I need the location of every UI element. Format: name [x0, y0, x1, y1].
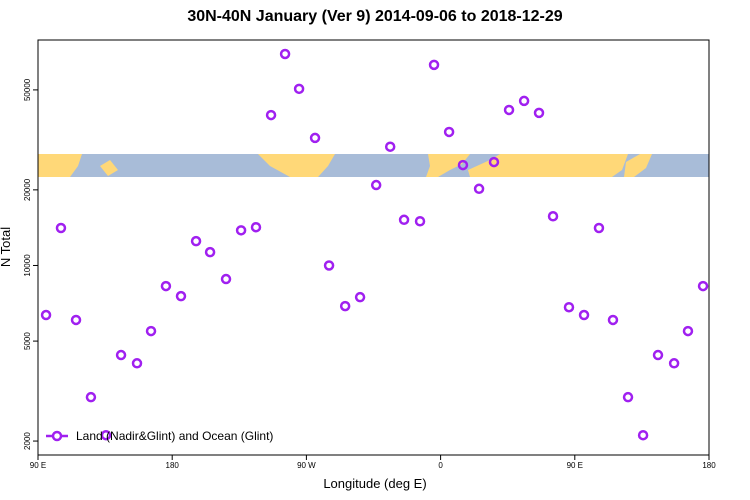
x-tick-label: 90 W	[297, 461, 316, 470]
point	[309, 132, 321, 144]
point	[428, 59, 440, 71]
point	[697, 280, 709, 292]
point	[473, 183, 485, 195]
point	[503, 104, 515, 116]
point	[370, 179, 382, 191]
point	[488, 156, 500, 168]
map-land	[468, 154, 628, 177]
x-tick-label: 90 E	[567, 461, 583, 470]
point	[220, 273, 232, 285]
map-strip	[38, 154, 709, 177]
point	[40, 309, 52, 321]
point	[652, 349, 664, 361]
map-land	[100, 160, 118, 176]
point	[563, 301, 575, 313]
point	[398, 214, 410, 226]
point	[637, 429, 649, 441]
point	[204, 246, 216, 258]
point	[55, 222, 67, 234]
y-tick-label: 20000	[23, 178, 32, 201]
x-tick-label: 180	[166, 461, 180, 470]
point	[279, 48, 291, 60]
point	[414, 215, 426, 227]
point	[131, 358, 143, 369]
map-land	[426, 154, 470, 177]
y-tick-label: 10000	[23, 254, 32, 277]
point	[175, 290, 187, 302]
point	[354, 291, 366, 303]
point	[293, 83, 305, 95]
x-tick-label: 0	[438, 461, 443, 470]
point	[250, 221, 262, 233]
x-axis-label: Longitude (deg E)	[323, 476, 426, 491]
point	[339, 300, 351, 312]
legend-marker	[51, 430, 63, 442]
point	[235, 225, 247, 236]
y-tick-label: 5000	[23, 332, 32, 350]
point	[668, 358, 680, 369]
point	[578, 309, 590, 321]
point	[190, 235, 202, 247]
point	[518, 95, 530, 107]
point	[100, 429, 112, 441]
map-land	[38, 154, 82, 177]
map-land	[624, 154, 652, 177]
plot-frame	[37, 39, 710, 456]
point	[85, 391, 97, 403]
point	[457, 159, 469, 171]
y-tick-label: 50000	[23, 78, 32, 101]
point	[533, 107, 545, 119]
point	[265, 109, 277, 121]
point	[160, 280, 172, 292]
point	[115, 349, 127, 361]
point	[70, 314, 82, 326]
point	[607, 314, 619, 326]
point	[593, 222, 605, 234]
x-tick-label: 90 E	[30, 461, 46, 470]
y-axis-label: N Total	[0, 227, 13, 267]
x-tick-label: 180	[702, 461, 716, 470]
point	[443, 126, 455, 138]
point	[384, 141, 396, 152]
point	[547, 211, 559, 222]
chart-title: 30N-40N January (Ver 9) 2014-09-06 to 20…	[187, 8, 562, 25]
point	[682, 325, 694, 337]
point	[145, 325, 157, 337]
map-land	[258, 154, 335, 177]
point	[323, 260, 335, 271]
y-tick-label: 2000	[23, 432, 32, 450]
point	[622, 391, 634, 403]
legend-label: Land (Nadir&Glint) and Ocean (Glint)	[76, 429, 273, 443]
